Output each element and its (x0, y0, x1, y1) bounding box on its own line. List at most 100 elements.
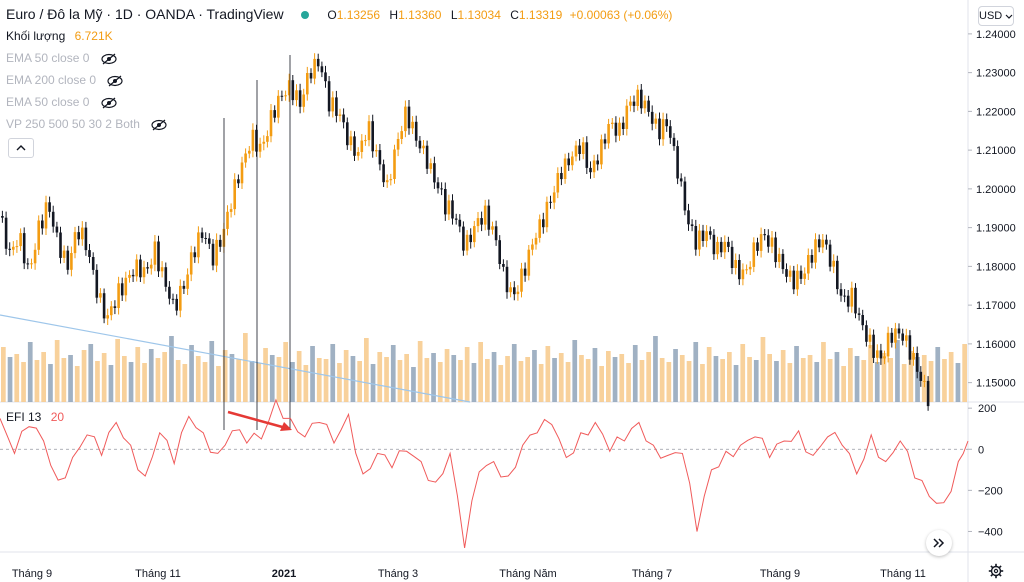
time-tick-label: Tháng 3 (378, 568, 418, 580)
candle-body (698, 230, 701, 250)
candle-body (578, 145, 581, 154)
symbol-legend[interactable]: Euro / Đô la Mỹ · 1D · OANDA · TradingVi… (6, 6, 672, 22)
candle-body (636, 89, 639, 106)
candle-body (701, 230, 705, 241)
candle-body (451, 200, 454, 219)
volume-bar (525, 357, 530, 402)
candle-body (171, 298, 175, 300)
hidden-eye-icon[interactable] (101, 97, 117, 109)
volume-bar (128, 362, 134, 402)
candle-body (149, 264, 153, 269)
volume-bar (659, 358, 665, 402)
candle-body (313, 58, 316, 79)
candle-body (745, 269, 748, 271)
candle-body (175, 298, 178, 311)
volume-bar (558, 353, 564, 402)
volume-bar (881, 353, 887, 402)
volume-bar (290, 362, 295, 402)
candle-body (179, 285, 182, 311)
efi-value: 20 (50, 410, 65, 424)
candle-body (211, 243, 215, 266)
volume-bar (942, 359, 947, 402)
indicator-ema200[interactable]: EMA 200 close 0 (6, 73, 124, 87)
volume-bar (491, 352, 497, 402)
high-label: H (389, 8, 399, 22)
currency-button[interactable]: USD (978, 6, 1014, 26)
divergence-arrowhead (280, 422, 292, 431)
scroll-to-realtime-button[interactable] (926, 530, 952, 556)
candle-body (429, 163, 433, 169)
candle-body (781, 253, 785, 270)
time-tick-label: Tháng Năm (499, 568, 556, 580)
candle-body (342, 114, 345, 123)
candle-body (879, 350, 883, 359)
efi-legend[interactable]: EFI 13 20 (6, 410, 64, 424)
volume-bar (821, 342, 826, 402)
candle-body (905, 335, 908, 341)
open-label: O (327, 8, 337, 22)
hidden-eye-icon[interactable] (101, 53, 117, 65)
volume-legend[interactable]: Khối lượng 6.721K (6, 29, 113, 43)
candle-body (284, 95, 287, 97)
candle-body (59, 232, 62, 258)
ohlc-values: O1.13256 H1.13360 L1.13034 C1.13319 +0.0… (321, 8, 672, 22)
candle-body (407, 106, 411, 129)
collapse-legend-button[interactable] (8, 138, 34, 158)
volume-bar (646, 352, 651, 402)
low-label: L (450, 8, 458, 22)
candle-body (41, 220, 44, 229)
volume-bar (955, 363, 961, 402)
candle-body (349, 136, 353, 146)
candle-body (926, 380, 930, 407)
volume-bar (848, 348, 853, 402)
volume-bar (404, 354, 409, 402)
candle-body (796, 270, 799, 290)
indicator-ema50-b[interactable]: EMA 50 close 0 (6, 95, 117, 109)
indicator-volume-profile[interactable]: VP 250 500 50 30 2 Both (6, 117, 167, 131)
settings-button[interactable] (988, 563, 1004, 579)
volume-bar (908, 351, 914, 402)
indicator-ema50-a[interactable]: EMA 50 close 0 (6, 51, 117, 65)
hidden-eye-icon[interactable] (151, 119, 167, 131)
candle-body (113, 306, 117, 308)
candle-body (814, 239, 817, 263)
candle-body (629, 101, 632, 106)
volume-bar (61, 358, 67, 402)
candle-body (560, 173, 563, 180)
symbol-separator: · (106, 6, 115, 22)
candle-body (142, 267, 146, 278)
candle-body (523, 268, 527, 276)
volume-bar (579, 355, 584, 402)
volume-bar (182, 364, 188, 402)
candle-body (295, 90, 298, 101)
candle-body (607, 124, 610, 144)
symbol-broker: OANDA (145, 6, 195, 22)
candle-body (516, 291, 520, 295)
candle-body (915, 353, 919, 372)
volume-bar (350, 356, 356, 402)
symbol-name: Euro / Đô la Mỹ (6, 6, 103, 22)
candle-body (574, 145, 578, 157)
volume-bar (552, 358, 557, 402)
volume-bar (895, 340, 900, 402)
volume-bar (236, 359, 241, 402)
candle-body (502, 264, 505, 267)
candle-body (487, 205, 491, 230)
candle-body (182, 285, 186, 289)
volume-bar (834, 352, 840, 402)
candle-body (168, 286, 171, 299)
candle-body (15, 246, 19, 248)
candle-body (33, 249, 37, 264)
hidden-eye-icon[interactable] (107, 75, 124, 87)
volume-bar (202, 362, 208, 402)
candle-body (81, 227, 84, 240)
candle-body (513, 287, 516, 295)
candle-body (665, 119, 668, 127)
candle-body (491, 226, 494, 230)
candle-body (886, 332, 890, 357)
volume-bar (901, 364, 907, 402)
volume-bar (565, 362, 571, 402)
candle-body (850, 287, 854, 307)
